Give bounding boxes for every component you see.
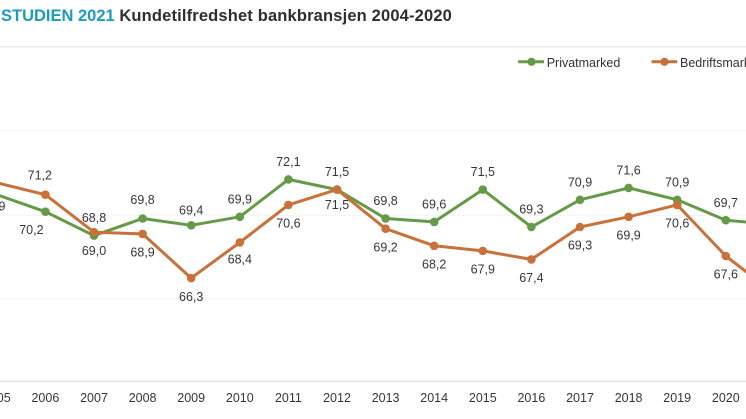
svg-text:71,5: 71,5 xyxy=(325,165,349,179)
svg-text:69,0: 69,0 xyxy=(82,244,106,258)
svg-text:2011: 2011 xyxy=(275,391,302,405)
svg-text:2020: 2020 xyxy=(712,391,740,405)
svg-text:67,4: 67,4 xyxy=(519,271,543,285)
svg-text:71,2: 71,2 xyxy=(28,169,52,183)
svg-text:68,2: 68,2 xyxy=(422,258,446,272)
svg-text:69,2: 69,2 xyxy=(373,240,397,254)
svg-text:67,9: 67,9 xyxy=(471,263,495,277)
svg-text:Bedriftsmarked: Bedriftsmarked xyxy=(680,56,746,70)
svg-text:70,2: 70,2 xyxy=(19,223,43,237)
svg-text:70,6: 70,6 xyxy=(276,217,300,231)
svg-text:2009: 2009 xyxy=(177,391,205,405)
svg-text:2018: 2018 xyxy=(615,391,643,405)
svg-text:2008: 2008 xyxy=(129,391,157,405)
svg-text:69,7: 69,7 xyxy=(714,196,738,210)
svg-text:69,9: 69,9 xyxy=(228,192,252,206)
svg-text:2014: 2014 xyxy=(420,391,448,405)
svg-text:67,6: 67,6 xyxy=(714,268,738,282)
svg-text:2006: 2006 xyxy=(31,391,59,405)
svg-text:69,8: 69,8 xyxy=(373,194,397,208)
svg-text:2013: 2013 xyxy=(372,391,400,405)
svg-text:71,5: 71,5 xyxy=(471,165,495,179)
svg-text:69,4: 69,4 xyxy=(179,203,203,217)
svg-text:2015: 2015 xyxy=(469,391,497,405)
svg-text:70,9: 70,9 xyxy=(665,175,689,189)
svg-text:69,3: 69,3 xyxy=(568,239,592,253)
svg-text:72,1: 72,1 xyxy=(276,155,300,169)
svg-text:2010: 2010 xyxy=(226,391,254,405)
svg-text:69,8: 69,8 xyxy=(130,193,154,207)
svg-text:69,3: 69,3 xyxy=(519,203,543,217)
svg-text:9: 9 xyxy=(0,200,5,214)
svg-text:70,9: 70,9 xyxy=(568,175,592,189)
svg-text:70,6: 70,6 xyxy=(665,217,689,231)
svg-text:68,8: 68,8 xyxy=(82,211,106,225)
svg-text:68,9: 68,9 xyxy=(130,246,154,260)
svg-text:69,6: 69,6 xyxy=(422,198,446,212)
svg-text:2007: 2007 xyxy=(80,391,108,405)
svg-text:Privatmarked: Privatmarked xyxy=(547,56,621,70)
svg-text:68,4: 68,4 xyxy=(228,253,252,267)
svg-text:71,5: 71,5 xyxy=(325,198,349,212)
svg-text:71,6: 71,6 xyxy=(616,164,640,178)
svg-text:2019: 2019 xyxy=(663,391,691,405)
svg-text:66,3: 66,3 xyxy=(179,290,203,304)
svg-text:2005: 2005 xyxy=(0,391,11,405)
svg-text:2017: 2017 xyxy=(566,391,594,405)
svg-text:69,9: 69,9 xyxy=(616,229,640,243)
svg-text:2012: 2012 xyxy=(323,391,351,405)
svg-text:2016: 2016 xyxy=(517,391,545,405)
